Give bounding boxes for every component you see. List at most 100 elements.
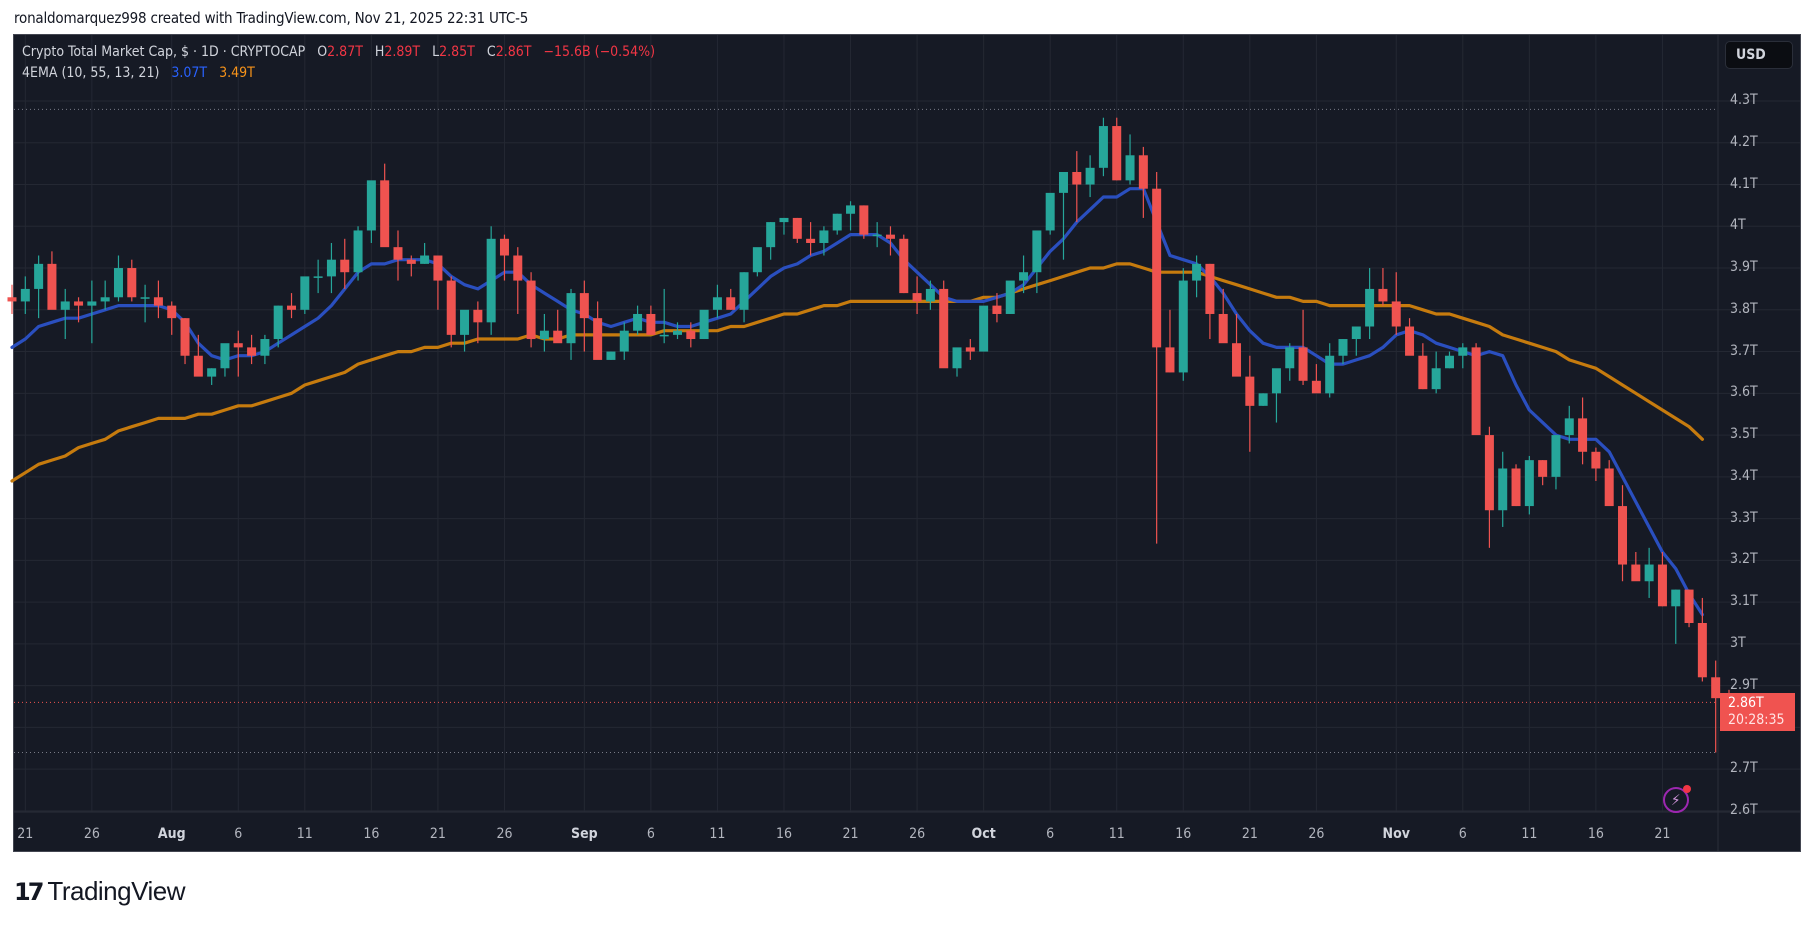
candle[interactable] xyxy=(313,276,323,278)
candle[interactable] xyxy=(300,276,310,310)
candle[interactable] xyxy=(1098,126,1108,168)
candle[interactable] xyxy=(1484,435,1494,511)
candle[interactable] xyxy=(1032,230,1042,273)
candle[interactable] xyxy=(47,263,57,310)
candle[interactable] xyxy=(1365,288,1375,327)
candle[interactable] xyxy=(832,213,842,231)
candle[interactable] xyxy=(539,330,549,340)
candle[interactable] xyxy=(1471,347,1481,436)
candle[interactable] xyxy=(659,334,669,337)
candle[interactable] xyxy=(273,305,283,340)
candle[interactable] xyxy=(1152,188,1162,348)
candle[interactable] xyxy=(806,238,816,243)
candle[interactable] xyxy=(965,347,975,352)
candle[interactable] xyxy=(233,343,243,348)
candle[interactable] xyxy=(1644,564,1654,582)
candle[interactable] xyxy=(1245,376,1255,406)
candle[interactable] xyxy=(992,305,1002,314)
candle[interactable] xyxy=(353,230,363,273)
candle[interactable] xyxy=(606,351,616,360)
candle[interactable] xyxy=(140,297,150,299)
candle[interactable] xyxy=(446,280,456,335)
candle[interactable] xyxy=(939,288,949,369)
candle[interactable] xyxy=(673,330,682,335)
candle[interactable] xyxy=(792,217,802,239)
candle[interactable] xyxy=(899,238,909,294)
currency-button[interactable]: USD xyxy=(1725,41,1793,69)
candle[interactable] xyxy=(1298,347,1308,381)
ema-line[interactable] xyxy=(10,187,1705,617)
candle[interactable] xyxy=(1125,155,1135,181)
candle[interactable] xyxy=(1431,368,1441,390)
candle[interactable] xyxy=(553,330,563,344)
candle[interactable] xyxy=(1205,263,1215,314)
candle[interactable] xyxy=(912,293,922,302)
ema-line[interactable] xyxy=(10,262,1705,483)
candle[interactable] xyxy=(1604,468,1614,507)
candle[interactable] xyxy=(366,180,376,231)
candle[interactable] xyxy=(1338,339,1348,356)
candle[interactable] xyxy=(1325,355,1335,394)
candle[interactable] xyxy=(1631,564,1641,582)
candle[interactable] xyxy=(1271,368,1281,394)
candle[interactable] xyxy=(1578,418,1588,452)
candle[interactable] xyxy=(1019,272,1029,281)
candle[interactable] xyxy=(1684,589,1694,623)
candle[interactable] xyxy=(473,309,483,323)
candle[interactable] xyxy=(766,222,776,248)
candle[interactable] xyxy=(712,297,722,310)
candle[interactable] xyxy=(566,293,576,344)
candle[interactable] xyxy=(7,297,17,302)
candle[interactable] xyxy=(1444,355,1454,369)
candle[interactable] xyxy=(1591,451,1601,469)
candle[interactable] xyxy=(1072,171,1082,185)
candle[interactable] xyxy=(872,234,882,237)
candle[interactable] xyxy=(579,293,589,319)
candle[interactable] xyxy=(1178,280,1188,373)
candle[interactable] xyxy=(74,301,84,306)
candle[interactable] xyxy=(846,205,856,214)
candle[interactable] xyxy=(885,234,895,239)
candle[interactable] xyxy=(247,347,257,356)
symbol-title[interactable]: Crypto Total Market Cap, $ · 1D · CRYPTO… xyxy=(22,44,306,60)
candle[interactable] xyxy=(646,313,656,335)
candle[interactable] xyxy=(420,255,430,264)
candle[interactable] xyxy=(1391,301,1401,327)
candle[interactable] xyxy=(60,301,70,310)
candle[interactable] xyxy=(686,330,696,340)
candle[interactable] xyxy=(819,230,829,243)
candle[interactable] xyxy=(193,355,203,377)
candle[interactable] xyxy=(340,259,350,273)
candle[interactable] xyxy=(180,318,190,356)
candle[interactable] xyxy=(1058,171,1068,193)
candle[interactable] xyxy=(1165,347,1175,373)
candle[interactable] xyxy=(526,280,536,340)
candle[interactable] xyxy=(1378,288,1388,302)
candle[interactable] xyxy=(153,297,163,306)
candle[interactable] xyxy=(1351,326,1361,340)
candle[interactable] xyxy=(699,309,709,340)
candle[interactable] xyxy=(393,247,403,260)
candle[interactable] xyxy=(1671,589,1681,607)
candle[interactable] xyxy=(207,368,217,377)
candle[interactable] xyxy=(979,305,989,352)
candle[interactable] xyxy=(1232,343,1242,377)
candle[interactable] xyxy=(779,217,789,223)
candle[interactable] xyxy=(167,305,177,319)
candle[interactable] xyxy=(1285,347,1295,369)
candle[interactable] xyxy=(726,297,736,310)
candle[interactable] xyxy=(100,297,110,302)
candle[interactable] xyxy=(460,309,470,335)
candle[interactable] xyxy=(326,259,336,277)
candle[interactable] xyxy=(20,288,30,302)
candle[interactable] xyxy=(513,255,523,281)
candle[interactable] xyxy=(1697,623,1707,678)
indicator-title[interactable]: 4EMA (10, 55, 13, 21) xyxy=(22,65,160,81)
candle[interactable] xyxy=(952,347,962,369)
candle[interactable] xyxy=(925,288,935,302)
candle[interactable] xyxy=(499,238,509,256)
candle[interactable] xyxy=(739,272,749,310)
candle[interactable] xyxy=(1258,393,1268,406)
candle[interactable] xyxy=(1498,468,1508,511)
